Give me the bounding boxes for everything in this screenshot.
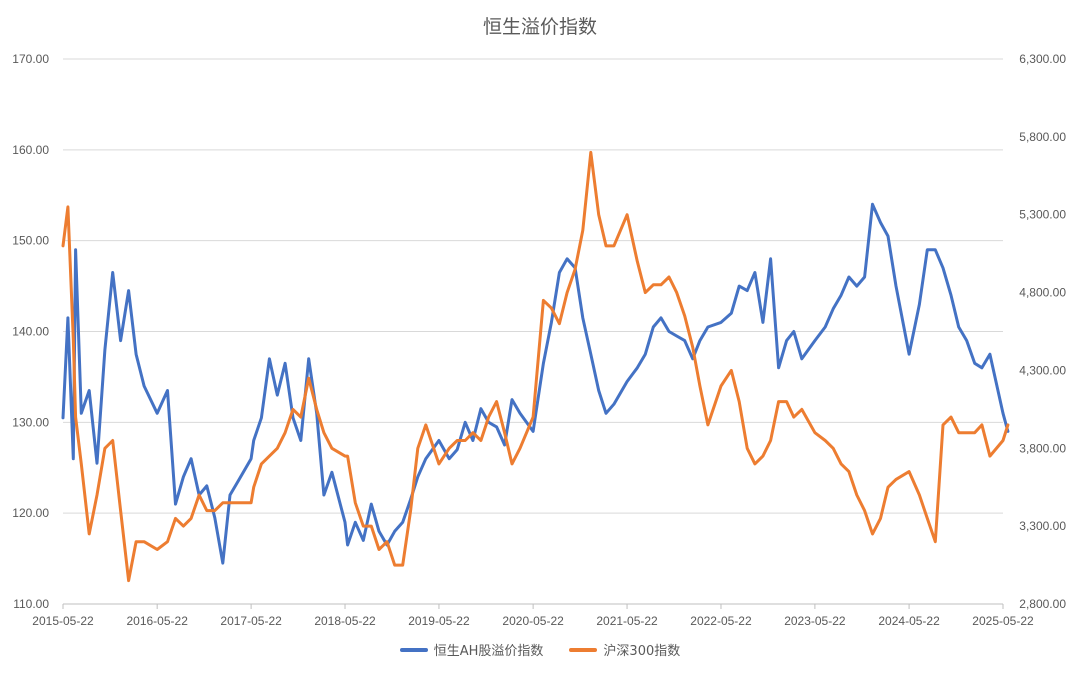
x-tick-label: 2025-05-22 [972,614,1034,628]
legend-item-series1: 恒生AH股溢价指数 [399,640,544,659]
x-tick-label: 2022-05-22 [690,614,752,628]
legend: 恒生AH股溢价指数 沪深300指数 [0,640,1080,659]
x-tick-label: 2020-05-22 [502,614,564,628]
series-lines [61,150,1010,583]
y-right-tick-label: 4,300.00 [1019,363,1066,377]
y-right-tick-label: 4,800.00 [1019,286,1066,300]
y-right-tick-label: 5,800.00 [1019,130,1066,144]
x-tick-label: 2021-05-22 [596,614,658,628]
y-left-tick-label: 150.00 [12,234,49,248]
y-left-axis: 110.00 120.00 130.00 140.00 150.00 160.00 170.… [12,52,49,611]
legend-label-series2: 沪深300指数 [603,644,681,659]
series-line-2 [61,150,1010,583]
y-left-tick-label: 120.00 [12,506,49,520]
legend-swatch-series2 [569,647,598,652]
x-tick-label: 2024-05-22 [878,614,940,628]
legend-label-series1: 恒生AH股溢价指数 [433,644,544,659]
chart-title: 恒生溢价指数 [482,16,597,38]
y-right-tick-label: 5,300.00 [1019,208,1066,222]
y-left-tick-label: 130.00 [12,415,49,429]
series-line-1 [61,202,1010,565]
x-tick-label: 2018-05-22 [314,614,376,628]
y-right-tick-label: 2,800.00 [1019,597,1066,611]
x-tick-label: 2016-05-22 [126,614,188,628]
y-left-tick-label: 170.00 [12,52,49,66]
legend-item-series2: 沪深300指数 [569,640,680,659]
y-right-axis: 2,800.00 3,300.00 3,800.00 4,300.00 4,800.00… [1019,52,1066,611]
y-right-tick-label: 3,300.00 [1019,519,1066,533]
y-left-tick-label: 140.00 [12,325,49,339]
legend-swatch-series1 [399,647,428,652]
x-tick-label: 2023-05-22 [784,614,846,628]
x-tick-label: 2017-05-22 [220,614,282,628]
y-left-tick-label: 160.00 [12,143,49,157]
y-left-tick-label: 110.00 [13,597,49,611]
y-right-tick-label: 6,300.00 [1019,52,1066,66]
x-axis: 2015-05-22 2016-05-22 2017-05-22 2018-05-22… [32,603,1034,628]
x-tick-label: 2015-05-22 [32,614,94,628]
gridlines [63,58,1003,605]
x-tick-label: 2019-05-22 [408,614,470,628]
y-right-tick-label: 3,800.00 [1019,441,1066,455]
